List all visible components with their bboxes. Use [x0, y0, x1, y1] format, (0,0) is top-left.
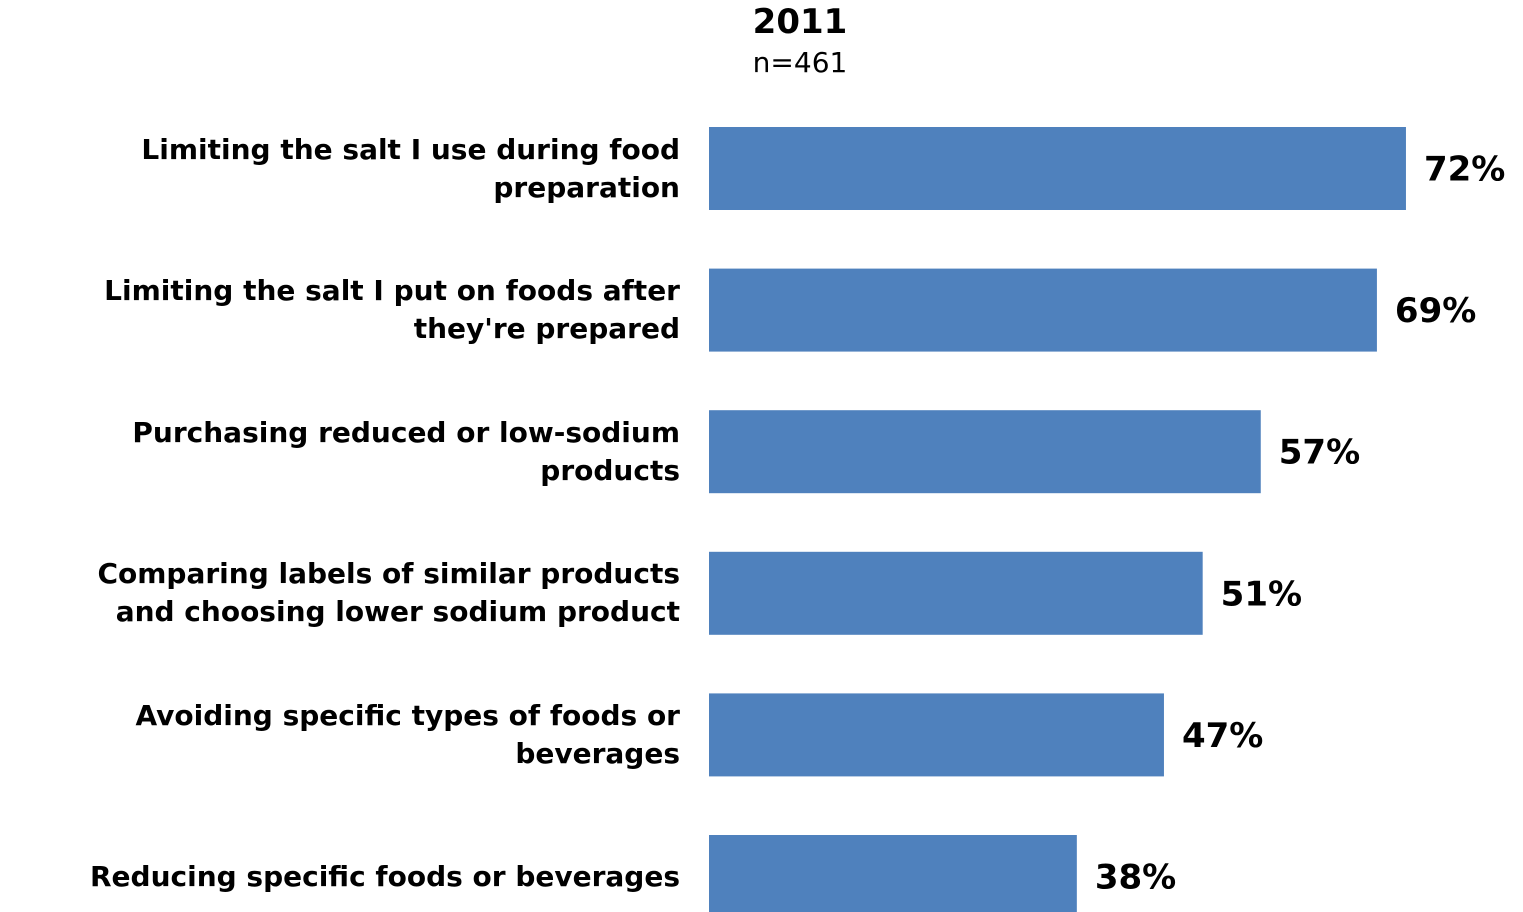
category-label-4: Comparing labels of similar products and …	[0, 555, 680, 631]
category-label-6: Reducing specific foods or beverages	[0, 858, 680, 896]
value-label-6: 38%	[1095, 858, 1176, 898]
bar-3	[709, 410, 1261, 494]
category-label-line: they're prepared	[413, 312, 680, 346]
category-label-line: preparation	[493, 170, 680, 204]
value-label-1: 72%	[1424, 150, 1505, 190]
chart-title: 2011	[752, 2, 848, 42]
category-label-1: Limiting the salt I use during food prepa…	[0, 131, 680, 207]
value-label-3: 57%	[1279, 433, 1360, 473]
category-label-line: Comparing labels of similar products	[97, 557, 680, 591]
bar-6	[709, 835, 1077, 912]
bar-2	[709, 268, 1377, 352]
chart-subtitle: n=461	[752, 46, 848, 79]
category-label-3: Purchasing reduced or low-sodium products	[0, 414, 680, 490]
category-label-line: and choosing lower sodium product	[115, 595, 680, 629]
bar-1	[709, 127, 1406, 210]
bar-5	[709, 693, 1164, 777]
category-label-line: products	[540, 453, 680, 487]
category-label-line: Limiting the salt I use during food	[141, 132, 680, 166]
bar-4	[709, 551, 1203, 635]
category-label-line: Avoiding specific types of foods or	[135, 698, 680, 732]
category-label-line: Reducing specific foods or beverages	[89, 859, 680, 893]
category-label-line: Limiting the salt I put on foods after	[104, 274, 680, 308]
category-label-line: beverages	[515, 736, 680, 770]
value-label-2: 69%	[1395, 291, 1476, 331]
value-label-4: 51%	[1221, 574, 1302, 614]
category-label-line: Purchasing reduced or low-sodium	[132, 415, 680, 449]
category-label-5: Avoiding specific types of foods or bever…	[0, 697, 680, 773]
category-label-2: Limiting the salt I put on foods after th…	[0, 272, 680, 348]
value-label-5: 47%	[1182, 716, 1263, 756]
